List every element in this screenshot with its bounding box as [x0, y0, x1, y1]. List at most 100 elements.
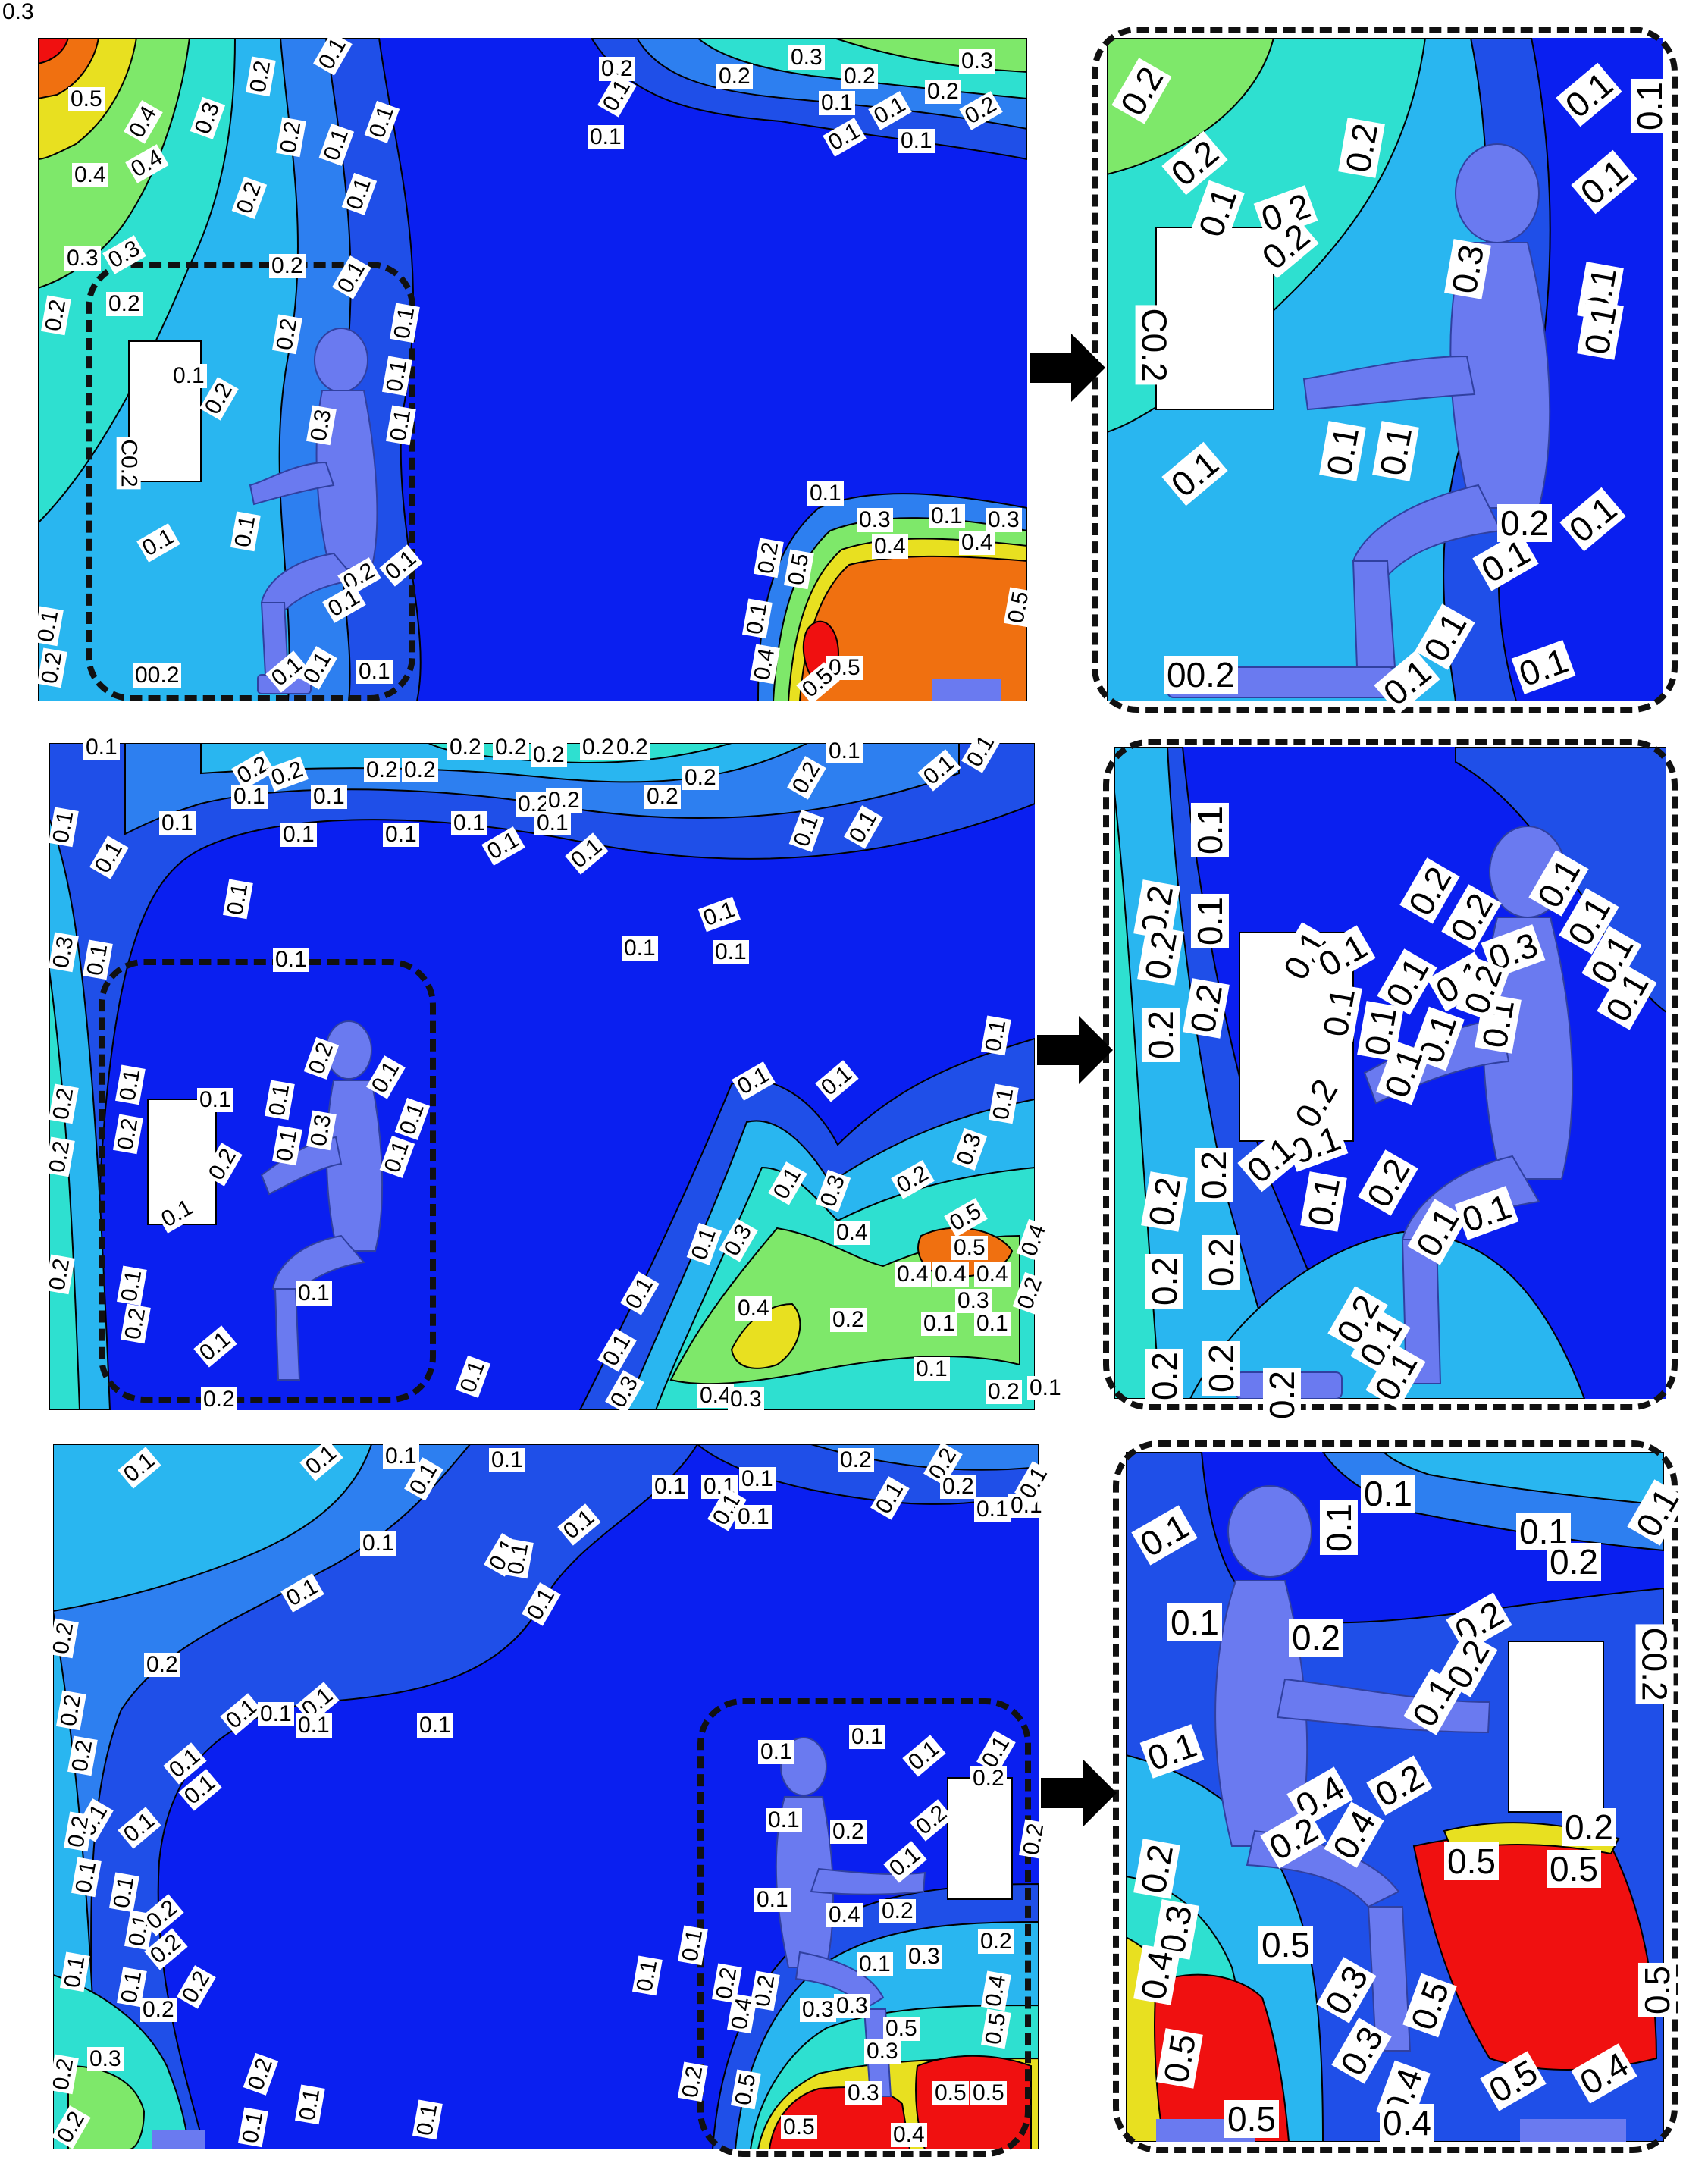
contour-label: 0.2 — [1202, 1235, 1241, 1290]
contour-label: 0.3 — [788, 45, 825, 70]
contour-label: 0.5 — [970, 2081, 1007, 2105]
contour-label: 0.2 — [1547, 1543, 1601, 1581]
contour-label: 0.5 — [1637, 1963, 1677, 2017]
contour-label: 0.1 — [171, 364, 207, 388]
contour-label: 0.1 — [857, 1952, 893, 1976]
contour-label: 0.1 — [383, 823, 419, 847]
contour-label: 0.1 — [652, 1475, 688, 1499]
contour-label: 0.1 — [974, 1497, 1011, 1522]
contour-label: 0.4 — [1380, 2104, 1434, 2142]
contour-label: 0.3 — [986, 508, 1022, 532]
contour-label: 0.1 — [898, 129, 935, 153]
contour-label: 0.1 — [766, 1808, 802, 1832]
contour-label: 0.2 — [978, 1929, 1014, 1954]
contour-label: 0.2 — [1018, 1819, 1049, 1860]
contour-label: 0.1 — [826, 739, 863, 763]
contour-label: C0.2 — [1135, 305, 1174, 385]
contour-label: 0.1 — [1027, 1376, 1064, 1400]
contour-label: 0.2 — [1262, 1368, 1302, 1422]
contour-label: 0.2 — [364, 758, 400, 782]
contour-label: 0.2 — [580, 735, 616, 760]
contour-label: 0.1 — [451, 811, 487, 835]
contour-label: 0.2 — [841, 64, 878, 89]
contour-label: C0.2 — [1635, 1624, 1675, 1704]
contour-label: 0.2 — [1289, 1619, 1343, 1657]
contour-label: 0.5 — [932, 2081, 969, 2105]
contour-label: 0.1 — [159, 811, 196, 835]
contour-label: 0.2 — [838, 1448, 874, 1472]
contour-label: 0.1 — [311, 785, 347, 809]
contour-panel-2 — [49, 743, 1035, 1410]
contour-label: 0.1 — [383, 1444, 419, 1469]
contour-label: 0.3 — [728, 1387, 764, 1412]
contour-label: 0.1 — [758, 1740, 794, 1764]
contour-label: 0.3 — [906, 1945, 942, 1969]
contour-label: 00.2 — [1164, 656, 1238, 694]
contour-label: 0.3 — [864, 2039, 901, 2064]
contour-label: 0.3 — [845, 2081, 882, 2105]
contour-label: 0.2 — [531, 743, 567, 767]
contour-label: 0.1 — [588, 125, 624, 149]
contour-label: 0.2 — [682, 766, 719, 790]
contour-label: 0.5 — [883, 2017, 920, 2041]
contour-label: 0.1 — [735, 1505, 772, 1529]
contour-label: 0.2 — [986, 1380, 1022, 1404]
contour-label: 0.4 — [891, 2123, 927, 2147]
contour-label: 0.4 — [834, 1221, 870, 1245]
contour-label: 0.2 — [447, 735, 484, 760]
contour-label: 0.2 — [1562, 1808, 1616, 1846]
contour-label: 0.3 — [64, 246, 101, 271]
contour-label: 0.2 — [493, 735, 529, 760]
contour-label: 0.2 — [879, 1899, 916, 1923]
contour-label: 0.2 — [546, 788, 582, 813]
contour-label: 0.2 — [716, 64, 753, 89]
contour-label: 0.1 — [489, 1448, 525, 1472]
contour-label: 0.1 — [622, 936, 658, 961]
contour-label: 0.2 — [970, 1766, 1007, 1791]
contour-label: 0.3 — [87, 2047, 124, 2071]
contour-label: 0.1 — [356, 660, 393, 684]
contour-label: 0.3 — [959, 49, 995, 74]
contour-label: 0.1 — [417, 1713, 453, 1738]
contour-label: 0.1 — [974, 1312, 1011, 1336]
contour-label: 0.5 — [1444, 1842, 1499, 1880]
contour-label: 0.4 — [974, 1262, 1011, 1287]
contour-label: 0.1 — [231, 785, 268, 809]
contour-label: 0.2 — [1145, 1254, 1184, 1309]
contour-label: 0.5 — [1547, 1850, 1601, 1888]
contour-label: 0.1 — [83, 735, 120, 760]
contour-label: 0.1 — [701, 1475, 738, 1499]
contour-label: 0.1 — [849, 1725, 885, 1749]
contour-label: 0.1 — [1319, 1500, 1359, 1555]
contour-label: 0.2 — [644, 785, 681, 809]
contour-label: 0.2 — [614, 735, 650, 760]
contour-label: 0.4 — [872, 534, 908, 559]
contour-label: 0.2 — [1194, 1148, 1233, 1202]
contour-label: 0.1 — [273, 948, 309, 972]
contour-label: 0.2 — [925, 80, 961, 104]
contour-label: C0.2 — [116, 437, 142, 490]
contour-label: 0.2 — [830, 1820, 867, 1844]
contour-label: 0.1 — [739, 1467, 776, 1491]
contour-label: 0.4 — [72, 163, 108, 187]
contour-label: 0.1 — [1516, 1513, 1571, 1550]
contour-label: 0.2 — [940, 1475, 976, 1499]
contour-label: 0.2 — [830, 1308, 867, 1332]
contour-label: 0.1 — [929, 504, 965, 528]
contour-label: 0.4 — [826, 1903, 863, 1927]
contour-panel-3 — [53, 1444, 1039, 2149]
contour-label: 0.1 — [1190, 803, 1230, 857]
contour-label: 0.1 — [914, 1357, 950, 1381]
right-arrow-icon — [1041, 1759, 1117, 1827]
contour-label: 0.5 — [68, 87, 105, 111]
contour-label: 0.5 — [1224, 2100, 1279, 2138]
zoom-panel-1 — [1107, 38, 1663, 701]
contour-label: 0.1 — [258, 1702, 294, 1726]
contour-label: 0.1 — [1190, 894, 1230, 948]
contour-label: 0.3 — [834, 1994, 870, 2018]
contour-label: 0.5 — [951, 1236, 988, 1260]
contour-label: 0.1 — [807, 481, 844, 506]
contour-label: 0.4 — [895, 1262, 931, 1287]
contour-label: 0.1 — [197, 1088, 233, 1112]
contour-label: 0.2 — [402, 758, 438, 782]
